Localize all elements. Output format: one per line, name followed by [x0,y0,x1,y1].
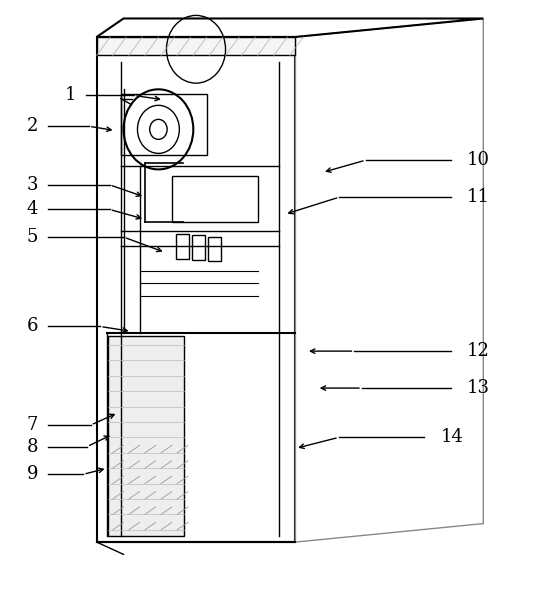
Text: 12: 12 [467,342,490,360]
Text: 7: 7 [27,416,38,434]
Text: 11: 11 [467,188,490,206]
Text: 10: 10 [467,151,490,169]
Text: 3: 3 [27,176,38,194]
Text: 5: 5 [27,228,38,246]
Polygon shape [97,37,295,55]
Text: 6: 6 [27,317,38,336]
Text: 14: 14 [440,428,463,447]
Text: 2: 2 [27,117,38,136]
Polygon shape [108,336,184,536]
Text: 9: 9 [27,465,38,484]
Text: 13: 13 [467,379,490,397]
Text: 4: 4 [27,200,38,219]
Text: 8: 8 [27,437,38,456]
Text: 1: 1 [64,86,76,105]
